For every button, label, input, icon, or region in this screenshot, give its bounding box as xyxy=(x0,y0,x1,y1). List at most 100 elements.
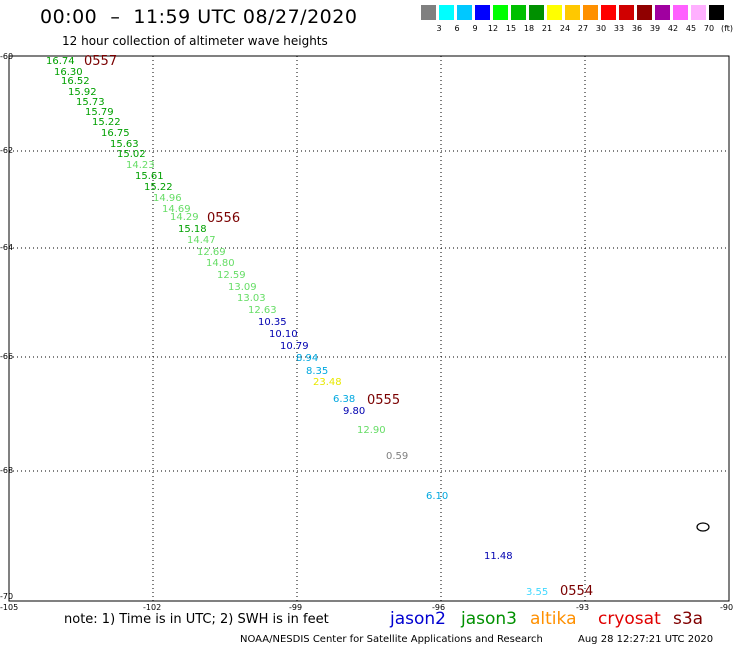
lat-label: -60 xyxy=(0,52,14,61)
wave-height-label: 12.90 xyxy=(357,425,386,436)
wave-height-label: 15.61 xyxy=(135,171,164,182)
color-scale-swatch xyxy=(583,5,598,20)
wave-height-label: 15.79 xyxy=(85,107,114,118)
legend-jason3: jason3 xyxy=(461,609,517,629)
pass-number-label: 0554 xyxy=(560,584,594,599)
wave-height-label: 15.63 xyxy=(110,139,139,150)
wave-height-label: 6.10 xyxy=(426,491,449,502)
color-scale-label: 27 xyxy=(577,24,589,33)
color-scale-swatch xyxy=(511,5,526,20)
color-scale-swatch xyxy=(601,5,616,20)
wave-height-label: 23.48 xyxy=(313,377,342,388)
pass-number-label: 0557 xyxy=(84,54,118,69)
legend-jason2: jason2 xyxy=(390,609,446,629)
color-scale-label: 39 xyxy=(649,24,661,33)
lon-label: -93 xyxy=(576,603,590,612)
color-scale-swatch xyxy=(565,5,580,20)
color-scale-label: 9 xyxy=(472,24,478,33)
wave-height-label: 15.22 xyxy=(144,182,173,193)
page-subtitle: 12 hour collection of altimeter wave hei… xyxy=(62,34,328,48)
wave-height-label: 10.79 xyxy=(280,341,309,352)
wave-height-label: 8.35 xyxy=(306,366,329,377)
color-scale-label: 42 xyxy=(667,24,679,33)
wave-height-label: 0.59 xyxy=(386,451,409,462)
wave-height-label: 6.38 xyxy=(333,394,356,405)
lat-label: -68 xyxy=(0,466,14,475)
color-scale-label: 45 xyxy=(685,24,697,33)
wave-height-label: 14.96 xyxy=(153,193,182,204)
color-scale-label: 70 xyxy=(703,24,715,33)
lat-label: -62 xyxy=(0,146,14,155)
pass-number-label: 0556 xyxy=(207,211,241,226)
wave-height-label: 15.18 xyxy=(178,224,207,235)
lat-label: -70 xyxy=(0,592,14,601)
color-scale-swatch xyxy=(529,5,544,20)
pass-number-label: 0555 xyxy=(367,393,401,408)
map-frame xyxy=(8,55,730,602)
wave-height-label: 14.80 xyxy=(206,258,235,269)
color-scale-swatch xyxy=(421,5,436,20)
color-scale-label: 12 xyxy=(487,24,499,33)
color-scale-label: 15 xyxy=(505,24,517,33)
lon-label: -102 xyxy=(143,603,162,612)
legend-cryosat: cryosat xyxy=(598,609,661,629)
wave-height-label: 16.52 xyxy=(61,76,90,87)
color-scale-swatch xyxy=(637,5,652,20)
wave-height-label: 15.73 xyxy=(76,97,105,108)
wave-height-label: 13.09 xyxy=(228,282,257,293)
island-outline xyxy=(696,522,710,532)
wave-height-label: 16.30 xyxy=(54,67,83,78)
color-scale-swatch xyxy=(655,5,670,20)
graticule xyxy=(9,56,729,601)
lon-label: -99 xyxy=(289,603,303,612)
wave-height-label: 12.59 xyxy=(217,270,246,281)
wave-height-label: 16.74 xyxy=(46,56,75,67)
wave-height-label: 15.22 xyxy=(92,117,121,128)
legend-altika: altika xyxy=(530,609,577,629)
color-scale-swatch xyxy=(457,5,472,20)
color-scale-label: 36 xyxy=(631,24,643,33)
wave-height-label: 15.02 xyxy=(117,149,146,160)
color-scale-label: (ft) xyxy=(720,24,734,33)
wave-height-label: 3.55 xyxy=(526,587,549,598)
color-scale-label: 18 xyxy=(523,24,535,33)
wave-height-label: 11.48 xyxy=(484,551,513,562)
lon-label: -105 xyxy=(0,603,19,612)
color-scale-swatch xyxy=(493,5,508,20)
lat-label: -64 xyxy=(0,243,14,252)
color-scale-label: 33 xyxy=(613,24,625,33)
color-scale-swatch xyxy=(691,5,706,20)
timestamp-text: Aug 28 12:27:21 UTC 2020 xyxy=(578,634,714,645)
color-scale-swatch xyxy=(439,5,454,20)
wave-height-label: 14.47 xyxy=(187,235,216,246)
color-scale-swatch xyxy=(547,5,562,20)
legend-s3a: s3a xyxy=(673,609,704,629)
page-title: 00:00 – 11:59 UTC 08/27/2020 xyxy=(40,6,358,28)
wave-height-label: 8.94 xyxy=(296,353,319,364)
color-scale-swatch xyxy=(673,5,688,20)
lon-label: -90 xyxy=(720,603,734,612)
wave-height-label: 10.35 xyxy=(258,317,287,328)
wave-height-label: 9.80 xyxy=(343,406,366,417)
wave-height-label: 13.03 xyxy=(237,293,266,304)
wave-height-label: 14.23 xyxy=(126,160,155,171)
wave-height-label: 12.69 xyxy=(197,247,226,258)
color-scale-label: 30 xyxy=(595,24,607,33)
color-scale-label: 3 xyxy=(436,24,442,33)
wave-height-label: 12.63 xyxy=(248,305,277,316)
color-scale-swatch xyxy=(619,5,634,20)
credit-text: NOAA/NESDIS Center for Satellite Applica… xyxy=(240,634,543,645)
lat-label: -66 xyxy=(0,352,14,361)
color-scale-swatch xyxy=(709,5,724,20)
color-scale-swatch xyxy=(475,5,490,20)
footer-note: note: 1) Time is in UTC; 2) SWH is in fe… xyxy=(64,612,329,627)
wave-height-label: 14.69 xyxy=(162,204,191,215)
color-scale-label: 21 xyxy=(541,24,553,33)
wave-height-label: 16.75 xyxy=(101,128,130,139)
wave-height-label: 15.92 xyxy=(68,87,97,98)
color-scale-label: 24 xyxy=(559,24,571,33)
wave-height-label: 14.29 xyxy=(170,212,199,223)
lon-label: -96 xyxy=(432,603,446,612)
wave-height-label: 10.10 xyxy=(269,329,298,340)
